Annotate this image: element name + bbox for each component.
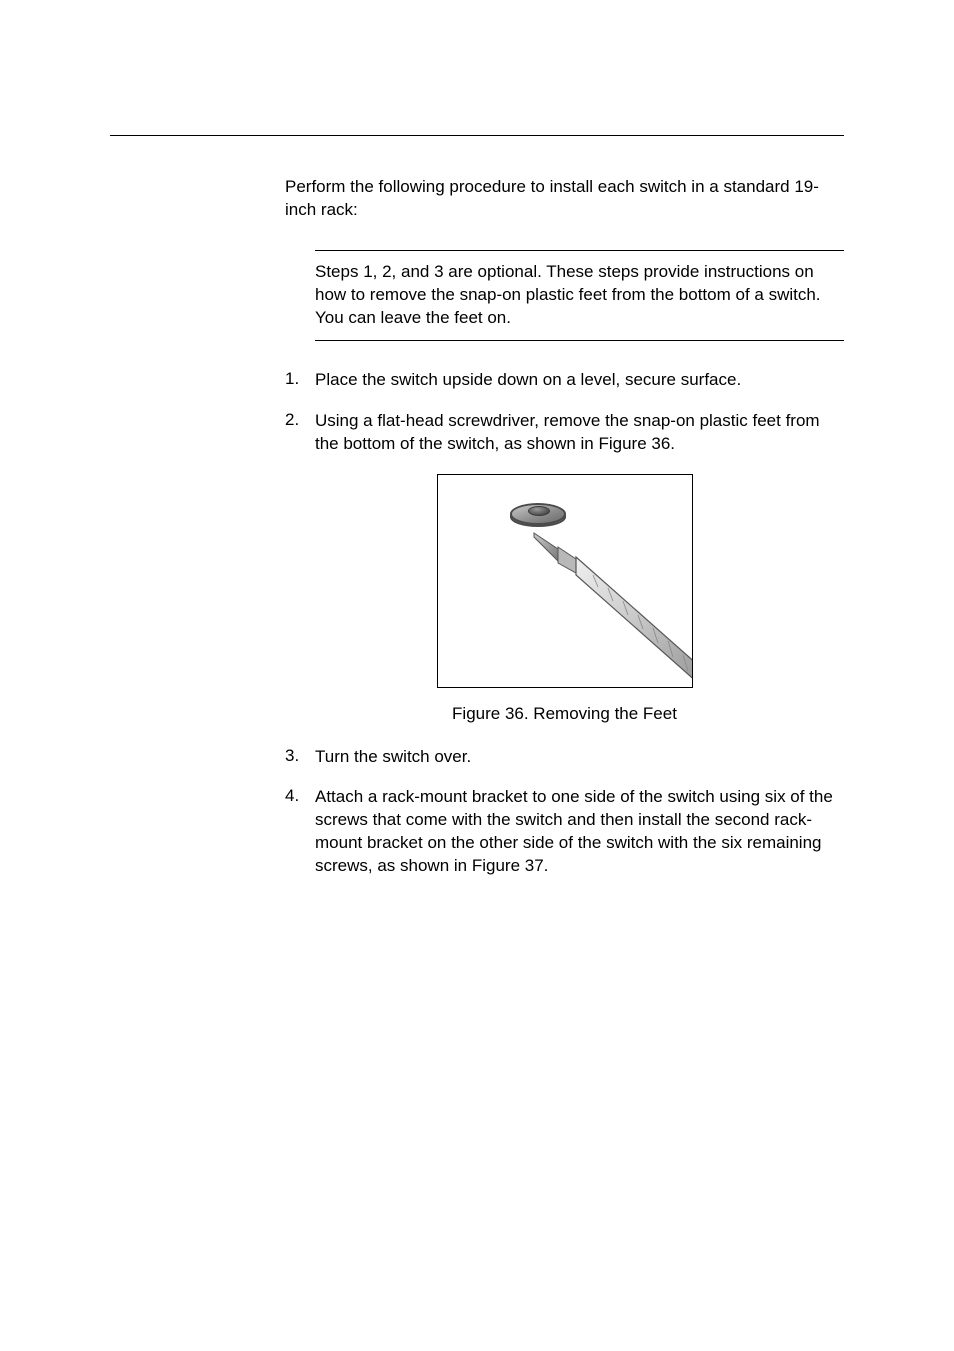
figure-caption: Figure 36. Removing the Feet [452,704,677,724]
step-text: Turn the switch over. [315,746,844,769]
step-4: 4. Attach a rack-mount bracket to one si… [285,786,844,878]
note-rule-bottom [315,340,844,341]
top-divider [110,135,844,136]
plastic-foot-center [528,506,550,516]
step-text: Using a flat-head screwdriver, remove th… [315,410,844,456]
note-text: Steps 1, 2, and 3 are optional. These st… [315,251,844,340]
step-text: Attach a rack-mount bracket to one side … [315,786,844,878]
intro-paragraph: Perform the following procedure to insta… [285,176,844,222]
figure-36: Figure 36. Removing the Feet [285,474,844,724]
step-number: 4. [285,786,315,878]
step-number: 3. [285,746,315,769]
screwdriver-illustration [498,505,693,688]
step-3: 3. Turn the switch over. [285,746,844,769]
main-content: Perform the following procedure to insta… [285,176,844,878]
step-2: 2. Using a flat-head screwdriver, remove… [285,410,844,456]
step-text: Place the switch upside down on a level,… [315,369,844,392]
step-1: 1. Place the switch upside down on a lev… [285,369,844,392]
note-box: Steps 1, 2, and 3 are optional. These st… [315,250,844,341]
figure-frame [437,474,693,688]
step-number: 2. [285,410,315,456]
step-number: 1. [285,369,315,392]
